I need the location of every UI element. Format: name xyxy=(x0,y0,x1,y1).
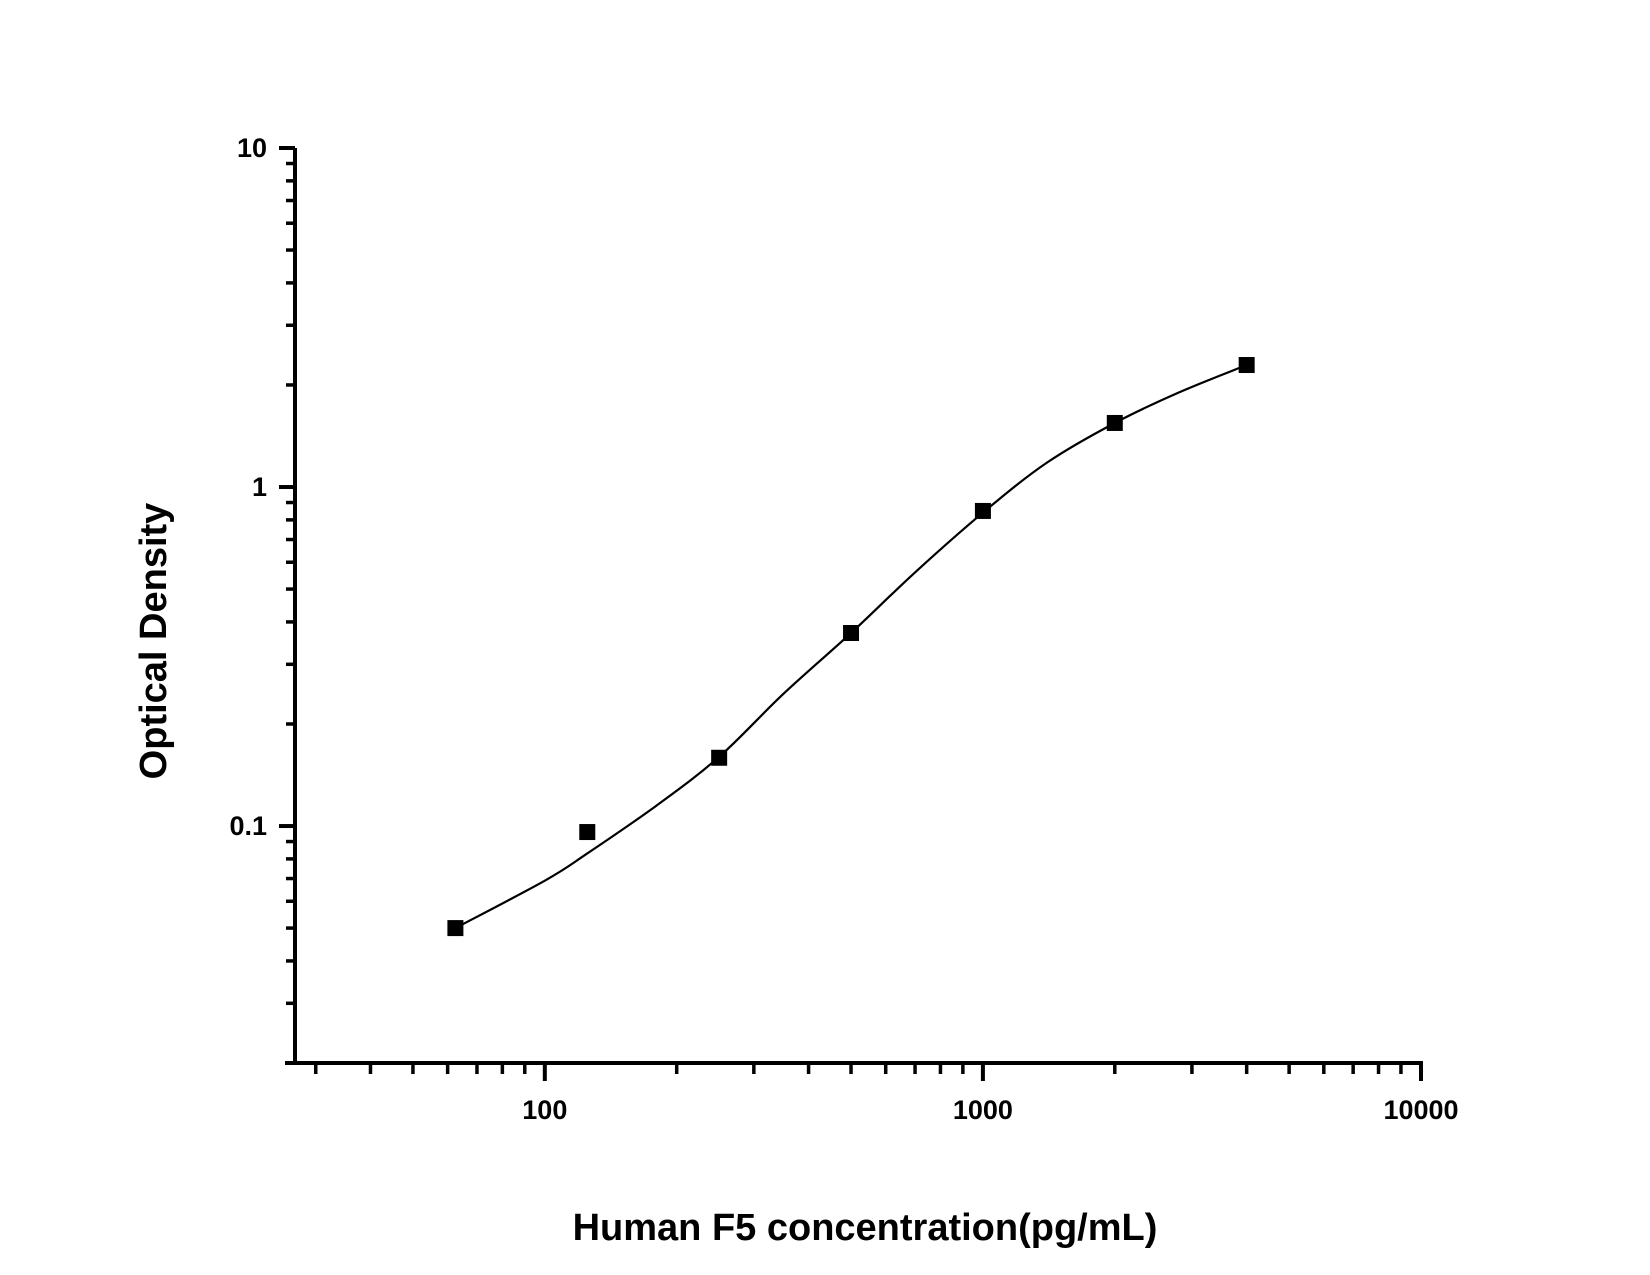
data-point-square xyxy=(843,625,860,642)
y-tick-label: 10 xyxy=(237,133,267,163)
x-tick-label: 10000 xyxy=(1383,1095,1458,1125)
y-tick-label: 1 xyxy=(252,472,267,502)
fitted-curve-line xyxy=(454,364,1248,930)
data-point-square xyxy=(711,749,728,766)
y-axis-title: Optical Density xyxy=(133,503,175,780)
data-point-square xyxy=(974,502,991,519)
y-tick-label: 0.1 xyxy=(229,811,267,841)
minor-ticks xyxy=(286,161,1403,1074)
x-tick-label: 100 xyxy=(522,1095,567,1125)
x-axis-title: Human F5 concentration(pg/mL) xyxy=(573,1207,1158,1249)
data-point-square xyxy=(1106,414,1123,431)
data-point-square xyxy=(447,920,464,937)
x-tick-label: 1000 xyxy=(953,1095,1013,1125)
tick-labels: 0.1 1 10 100 1000 10000 xyxy=(229,133,1458,1125)
data-point-square xyxy=(579,824,596,841)
data-point-square xyxy=(1238,357,1255,374)
data-points xyxy=(447,357,1255,937)
axes xyxy=(279,146,1423,1081)
